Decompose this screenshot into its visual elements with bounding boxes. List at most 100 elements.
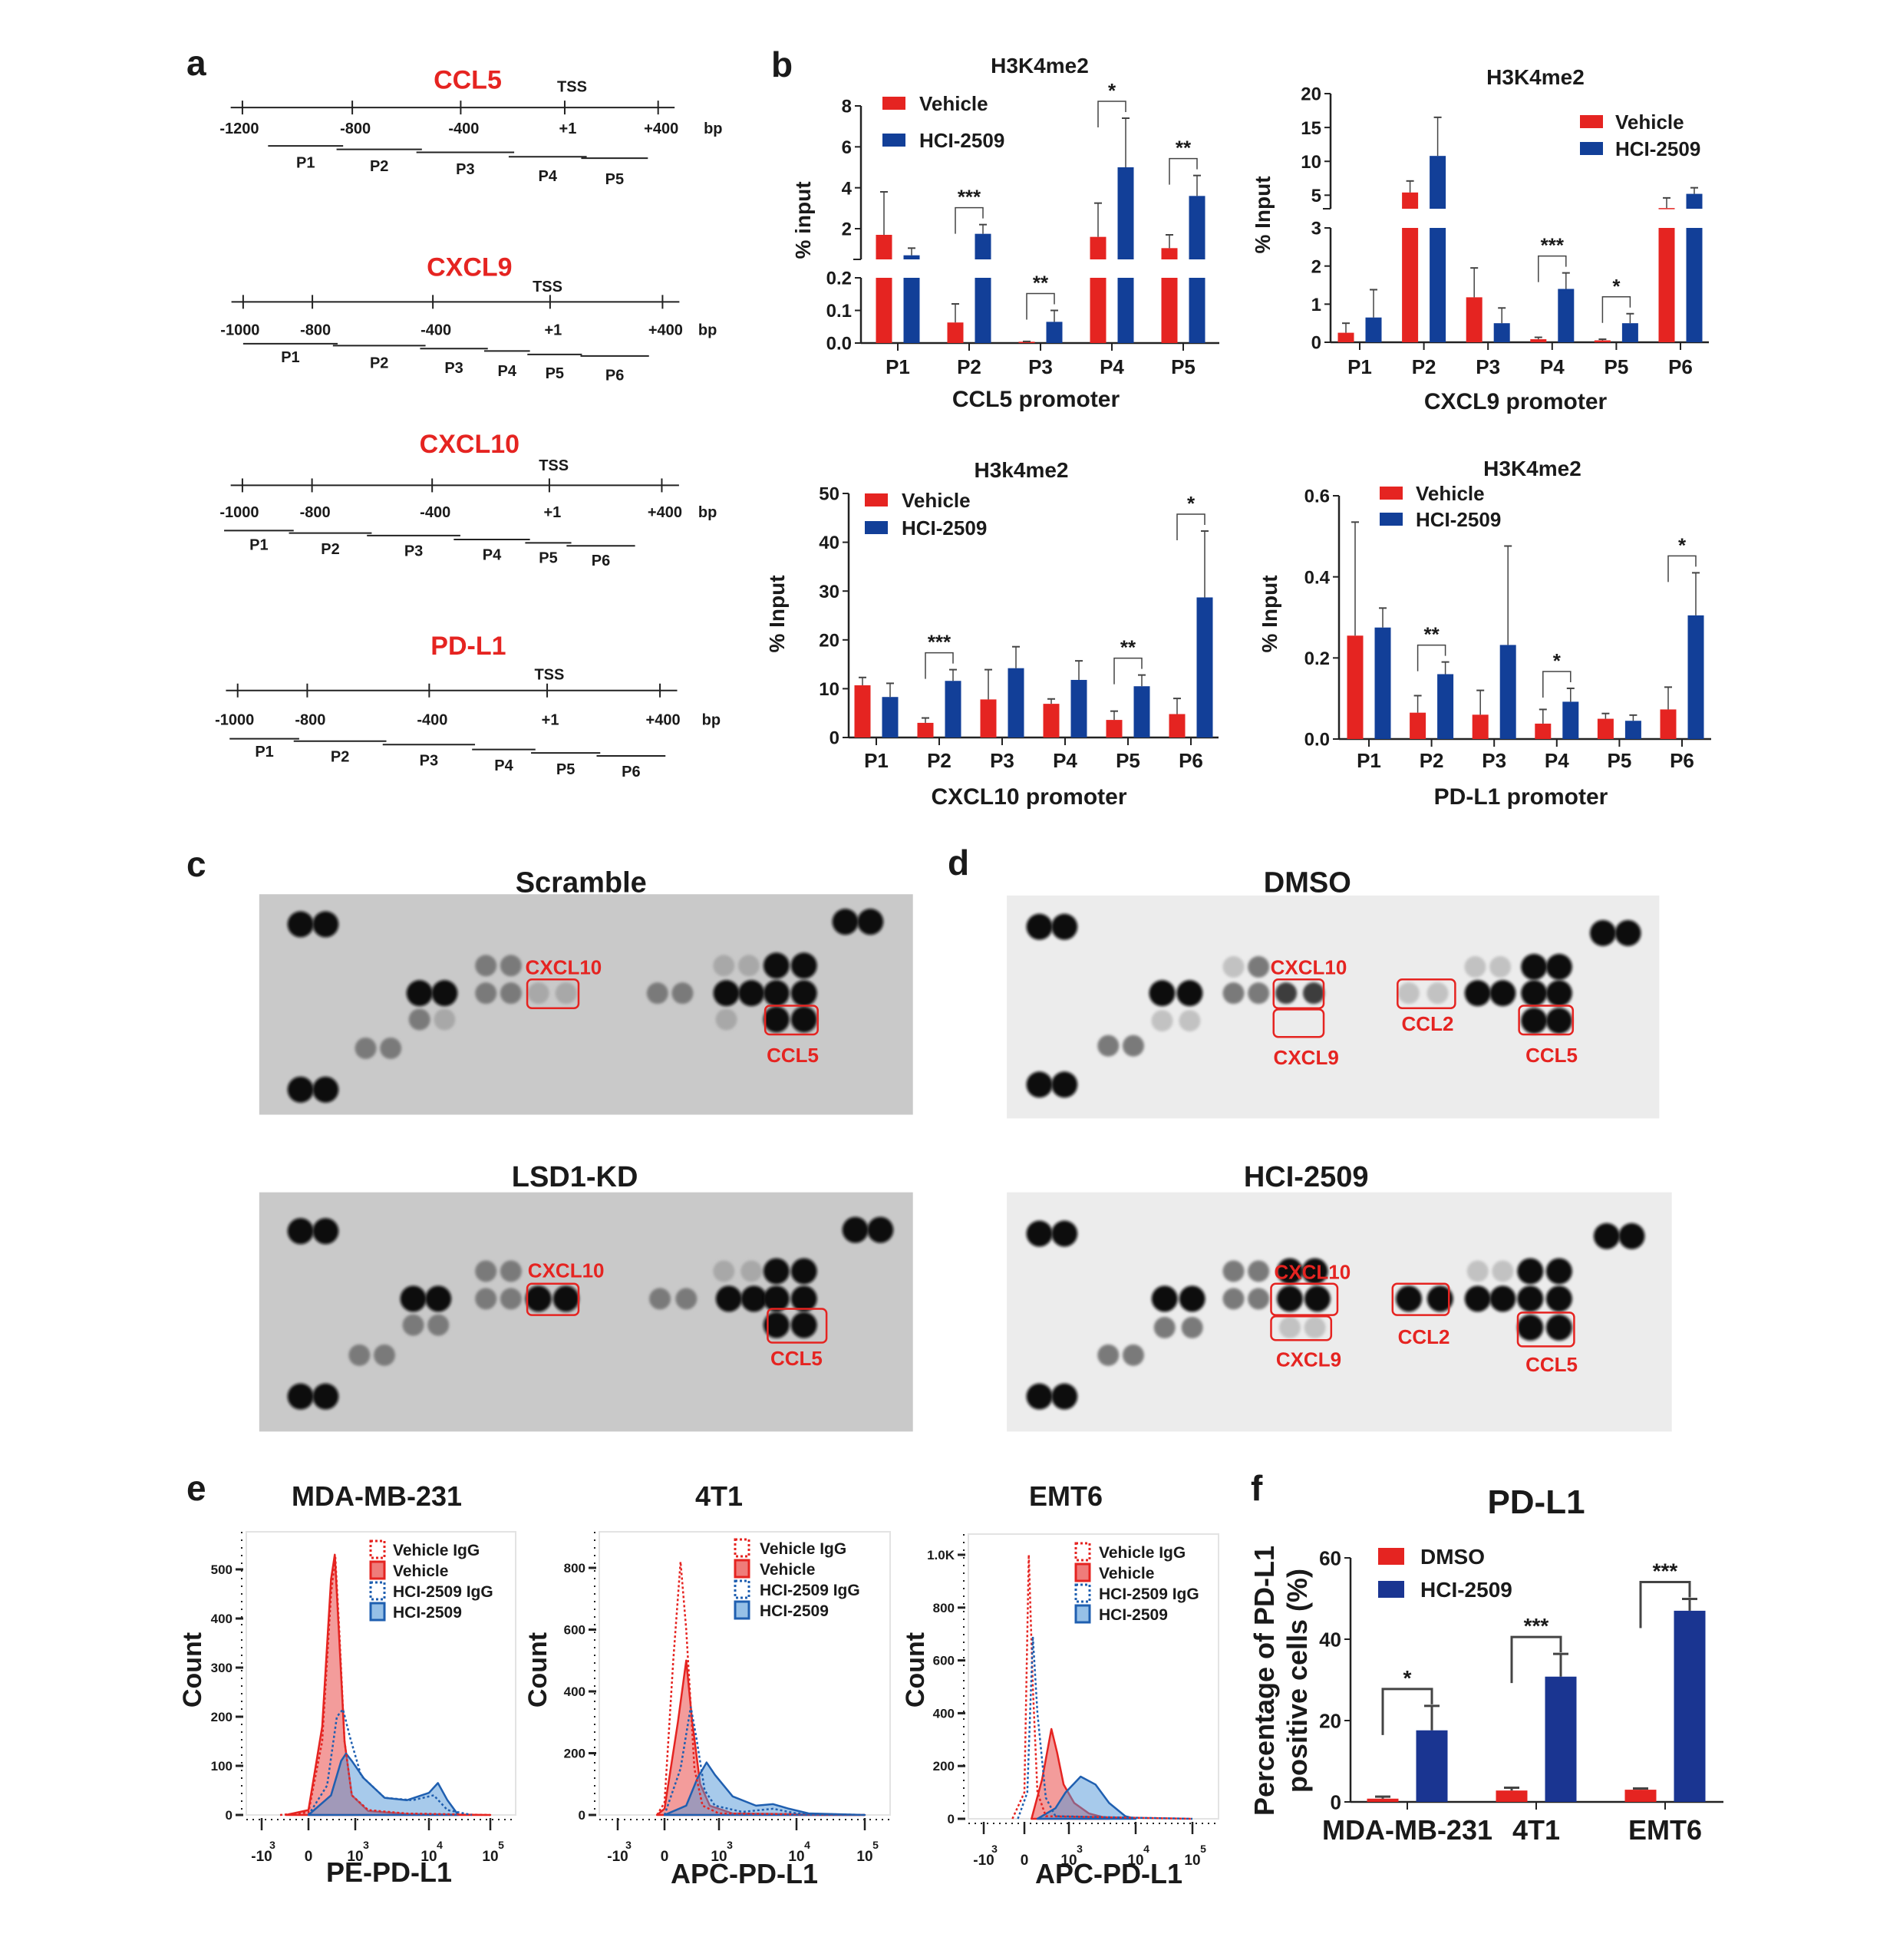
x-axis-label: CXCL9 promoter xyxy=(1424,389,1608,414)
chart-title: H3k4me2 xyxy=(975,458,1069,482)
legend-swatch xyxy=(1380,487,1403,500)
primer-label: P4 xyxy=(494,757,513,774)
blot-spot xyxy=(1248,1260,1270,1282)
bar-vehicle xyxy=(1169,714,1186,737)
blot-spot xyxy=(475,955,497,977)
primer-label: P3 xyxy=(420,752,438,769)
x-tick-exponent: 4 xyxy=(437,1839,443,1851)
primer-label: P5 xyxy=(539,549,557,566)
primer-label: P6 xyxy=(592,553,610,569)
highlight-box xyxy=(526,978,580,1010)
primer-label: P3 xyxy=(444,360,463,377)
gene-name: CXCL10 xyxy=(420,430,519,459)
highlight-box xyxy=(1516,1312,1575,1348)
x-tick-label: P5 xyxy=(1604,355,1628,378)
blot-spot xyxy=(1545,953,1572,980)
legend-label: Vehicle xyxy=(1416,482,1485,505)
blot-spot xyxy=(555,982,577,1005)
y-tick-label: 0.0 xyxy=(1304,730,1330,751)
blot-spot xyxy=(1248,955,1270,978)
bar-hci-2509 xyxy=(1687,615,1704,739)
blot-spot xyxy=(1545,1285,1572,1312)
x-tick-label: P2 xyxy=(927,749,952,772)
y-tick-label: 15 xyxy=(1301,118,1321,139)
bar-vehicle xyxy=(947,322,964,343)
unit-label: bp xyxy=(698,504,717,521)
y-tick-label: 0 xyxy=(226,1808,233,1823)
y-axis-label: Count xyxy=(178,1632,207,1708)
blot-spot xyxy=(790,1285,817,1312)
x-tick-label: 10 xyxy=(788,1849,804,1865)
primer-label: P5 xyxy=(556,761,575,778)
y-axis-label: Count xyxy=(523,1632,552,1708)
blot-spot xyxy=(790,1312,817,1338)
blot-spot xyxy=(406,980,433,1007)
significance-bracket xyxy=(925,652,954,679)
bar-vehicle xyxy=(1594,340,1611,342)
blot-spot xyxy=(348,1344,371,1366)
blot-spot xyxy=(1489,1285,1516,1312)
panel-label-f: f xyxy=(1251,1468,1263,1508)
significance-stars: * xyxy=(1403,1666,1412,1690)
blot-spot xyxy=(1466,1260,1489,1282)
y-tick-label: 5 xyxy=(1311,186,1321,206)
bar-hci-2509 xyxy=(1437,674,1454,739)
primer-label: P5 xyxy=(546,365,564,382)
significance-bracket xyxy=(1113,657,1143,685)
x-tick-label: P4 xyxy=(1053,749,1077,772)
significance-bracket xyxy=(1639,1581,1691,1628)
blot-spot xyxy=(1051,913,1078,940)
x-tick-label: P2 xyxy=(1420,749,1444,772)
legend-label: Vehicle xyxy=(1099,1565,1154,1582)
x-tick-label: 10 xyxy=(1184,1853,1200,1869)
bar-hci-2509 xyxy=(945,681,961,737)
y-tick-label: 0.2 xyxy=(1304,648,1330,669)
blot-spot xyxy=(1051,1220,1078,1247)
blot-membrane xyxy=(1007,895,1660,1119)
bar-vehicle xyxy=(1402,228,1419,342)
blot-spot xyxy=(1426,1285,1453,1312)
x-tick-label: 10 xyxy=(711,1849,727,1865)
y-tick-label: 1 xyxy=(1311,295,1321,315)
blot-spot xyxy=(646,982,668,1005)
blot-spot xyxy=(475,1260,497,1282)
primer-label: P2 xyxy=(331,748,349,765)
legend-swatch xyxy=(882,134,905,147)
x-tick-label: P3 xyxy=(1482,749,1506,772)
blot-spot xyxy=(1545,1258,1572,1285)
blot-spot xyxy=(1398,982,1420,1005)
chart-title: MDA-MB-231 xyxy=(292,1480,462,1512)
legend-swatch xyxy=(369,1602,386,1622)
tss-label: TSS xyxy=(533,279,562,295)
x-tick-label: P6 xyxy=(1179,749,1203,772)
primer-label: P4 xyxy=(539,168,558,185)
blot-spot xyxy=(857,909,884,935)
bar-vehicle xyxy=(1535,723,1552,739)
position-label: -1000 xyxy=(220,322,259,339)
x-axis-label: CCL5 promoter xyxy=(952,387,1120,412)
x-tick-label: P5 xyxy=(1607,749,1631,772)
cytokine-label: CCL2 xyxy=(1398,1325,1450,1348)
blot-spot xyxy=(1026,1071,1053,1098)
blot-spot xyxy=(1179,1010,1201,1032)
blot-spot xyxy=(763,980,790,1007)
blot-spot xyxy=(427,1314,450,1336)
y-axis-label: positive cells (%) xyxy=(1281,1569,1313,1793)
bar-hci-2509 xyxy=(1545,1676,1577,1802)
histogram-hci-2509-igg xyxy=(663,1706,866,1816)
significance-stars: *** xyxy=(1524,1614,1549,1638)
bar-hci-2509 xyxy=(1562,701,1579,739)
legend-swatch xyxy=(1074,1583,1091,1603)
bar-hci-2509 xyxy=(1046,322,1063,343)
highlight-box xyxy=(1397,978,1456,1010)
primer-label: P1 xyxy=(255,744,273,761)
blot-spot xyxy=(1489,955,1512,978)
significance-bracket xyxy=(1542,671,1572,698)
x-tick-exponent: 3 xyxy=(1077,1843,1083,1855)
blot-spot xyxy=(525,1285,552,1312)
blot-spot xyxy=(715,1008,737,1031)
unit-label: bp xyxy=(698,322,717,339)
y-tick-label: 500 xyxy=(211,1562,233,1577)
y-tick-label: 20 xyxy=(1319,1709,1341,1732)
